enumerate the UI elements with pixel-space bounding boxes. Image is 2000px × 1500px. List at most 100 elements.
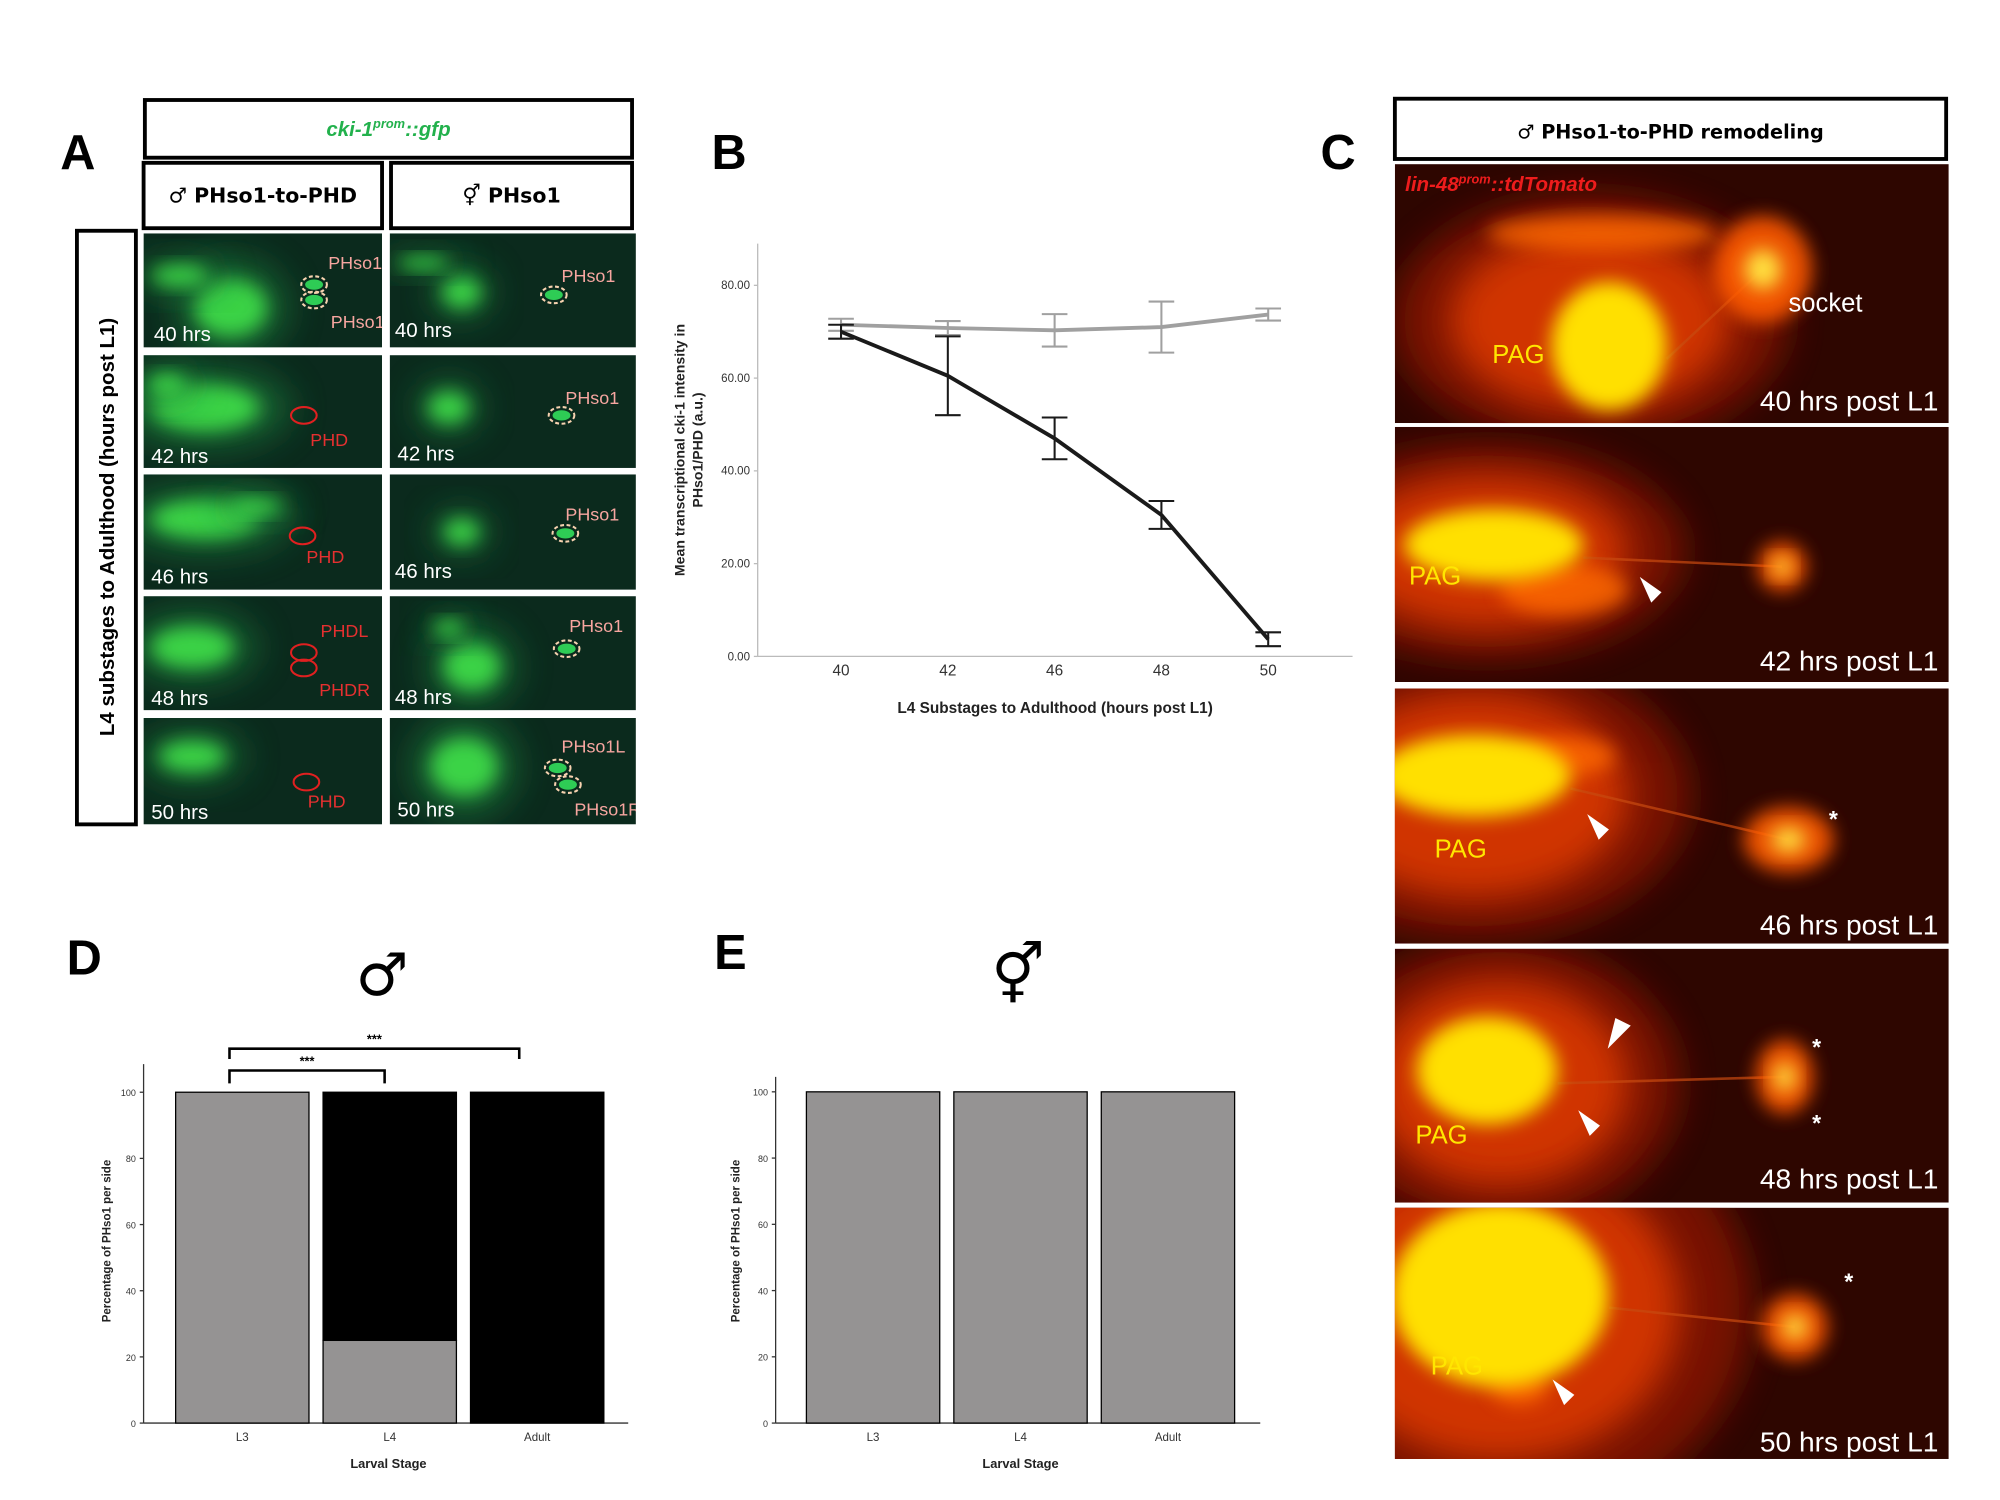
arrowhead xyxy=(1587,814,1609,840)
asterisk: * xyxy=(1812,1110,1821,1136)
cell-outline xyxy=(288,526,317,546)
cell-outline xyxy=(290,658,318,678)
panel-letter: D xyxy=(67,931,102,985)
gene: cki-1 xyxy=(326,118,373,141)
significance-bracket xyxy=(228,1047,521,1059)
panel-header: ♂ PHso1-to-PHD remodeling xyxy=(1517,120,1823,143)
suffix: ::gfp xyxy=(405,118,451,141)
time-label: 48 hrs xyxy=(151,687,208,710)
x-tick-label: 46 xyxy=(1046,663,1063,680)
micrograph-bg xyxy=(389,474,636,590)
nucleus xyxy=(305,294,324,306)
micrograph: PHso1 46 hrs xyxy=(389,474,636,590)
cell-label: PHD xyxy=(308,792,346,812)
x-tick-label: 50 xyxy=(1260,663,1277,680)
cell-label: PHso1 xyxy=(569,616,623,636)
cell-blob xyxy=(442,276,481,308)
nucleus xyxy=(548,762,567,774)
y-tick-label: 40 xyxy=(126,1287,136,1297)
reporter-label: cki-1prom::gfp xyxy=(326,116,450,141)
cell-blob xyxy=(194,279,267,336)
cell-label: PAG xyxy=(1409,563,1461,591)
header-box xyxy=(1392,96,1949,161)
cell-blob xyxy=(151,626,234,668)
y-axis-label: Percentage of PHso1 per side xyxy=(101,1159,113,1322)
time-label: 48 hrs xyxy=(395,686,452,709)
panel-letter: E xyxy=(714,926,747,980)
column-box xyxy=(141,160,384,231)
panel-letter: B xyxy=(712,126,747,180)
bar-segment xyxy=(175,1091,310,1424)
bar-segment xyxy=(469,1091,605,1424)
cell-label: PHso1 xyxy=(565,388,619,408)
time-label: 50 hrs xyxy=(397,799,454,822)
bar-segment xyxy=(953,1091,1088,1424)
cell-label: PHDR xyxy=(319,680,370,700)
y-tick-label: 20.00 xyxy=(721,558,750,570)
micrograph: PHDL PHDR 48 hrs xyxy=(143,596,383,711)
time-label: 40 hrs post L1 xyxy=(1760,384,1939,416)
column-header: ♂ PHso1-to-PHD xyxy=(169,184,357,208)
x-axis-label: Larval Stage xyxy=(982,1456,1058,1471)
cell-label: PHso1L xyxy=(562,737,626,757)
y-axis-label-line: Mean transcriptional cki-1 intensity in xyxy=(672,324,688,576)
significance-bracket xyxy=(228,1069,386,1084)
cell-label: PAG xyxy=(1431,1352,1483,1380)
time-label: 46 hrs xyxy=(395,560,452,583)
cell-label: PAG xyxy=(1435,836,1487,864)
cell-outline xyxy=(547,406,576,425)
error-bar xyxy=(828,323,854,340)
cell-blob xyxy=(230,498,283,515)
x-tick-label: L4 xyxy=(383,1432,396,1444)
cell-body xyxy=(1394,1207,1609,1388)
gene: lin-48 xyxy=(1405,173,1459,196)
cell-label: PHso1R xyxy=(331,312,398,332)
x-tick-label: L3 xyxy=(867,1432,880,1444)
cell-label: socket xyxy=(1788,290,1862,318)
socket-core xyxy=(1773,1063,1796,1091)
row-axis-label: L4 substages to Adulthood (hours post L1… xyxy=(96,318,119,736)
time-label: 50 hrs post L1 xyxy=(1760,1425,1939,1457)
micrograph: PAG * * 48 hrs post L1 xyxy=(1394,948,1949,1203)
x-tick-label: L4 xyxy=(1014,1432,1027,1444)
nucleus xyxy=(552,410,571,421)
chart-title: ⚥ xyxy=(991,940,1044,1009)
y-tick-label: 80.00 xyxy=(721,280,750,292)
y-tick-label: 0 xyxy=(763,1419,768,1429)
y-tick-label: 40 xyxy=(758,1286,768,1296)
header-box xyxy=(142,98,634,160)
x-tick-label: L3 xyxy=(236,1432,249,1444)
micrograph: PHD 46 hrs xyxy=(143,474,383,590)
reporter-label: lin-48prom::tdTomato xyxy=(1405,171,1597,196)
socket-core xyxy=(1772,557,1792,576)
cell-blob xyxy=(397,256,449,270)
micrograph: PHso1 48 hrs xyxy=(389,596,636,711)
time-label: 46 hrs xyxy=(151,565,208,588)
micrograph: PHso1 40 hrs xyxy=(389,233,636,348)
cell-label: PHDL xyxy=(321,621,369,641)
y-tick-label: 0.00 xyxy=(728,651,750,663)
error-bar xyxy=(1255,307,1282,322)
cell-blob xyxy=(147,374,186,395)
x-axis-label: L4 Substages to Adulthood (hours post L1… xyxy=(897,700,1212,717)
figure-root: A C cki-1prom::gfp ♂ PHso1-to-PHD ⚥ PHso… xyxy=(60,96,1949,1471)
bar-segment xyxy=(322,1339,458,1424)
nucleus xyxy=(556,528,575,539)
nucleus xyxy=(544,289,563,300)
error-bar xyxy=(1148,499,1175,530)
cell-label: PHD xyxy=(310,430,348,450)
cell-body xyxy=(1394,734,1571,817)
significance-label: *** xyxy=(300,1053,315,1068)
micrograph: PHD 50 hrs xyxy=(143,717,383,825)
bar-segment xyxy=(322,1091,458,1342)
process xyxy=(1487,215,1718,252)
time-label: 50 hrs xyxy=(151,801,208,824)
chart-title: ♂ xyxy=(356,940,409,1009)
cell-outline xyxy=(300,275,328,294)
bar-segment xyxy=(1100,1091,1236,1424)
suffix: ::tdTomato xyxy=(1491,173,1597,196)
arrowhead xyxy=(1607,1017,1631,1049)
cell-outline xyxy=(551,523,580,543)
